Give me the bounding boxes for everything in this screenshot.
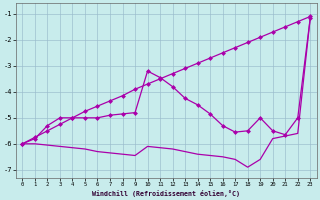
X-axis label: Windchill (Refroidissement éolien,°C): Windchill (Refroidissement éolien,°C) [92, 190, 240, 197]
